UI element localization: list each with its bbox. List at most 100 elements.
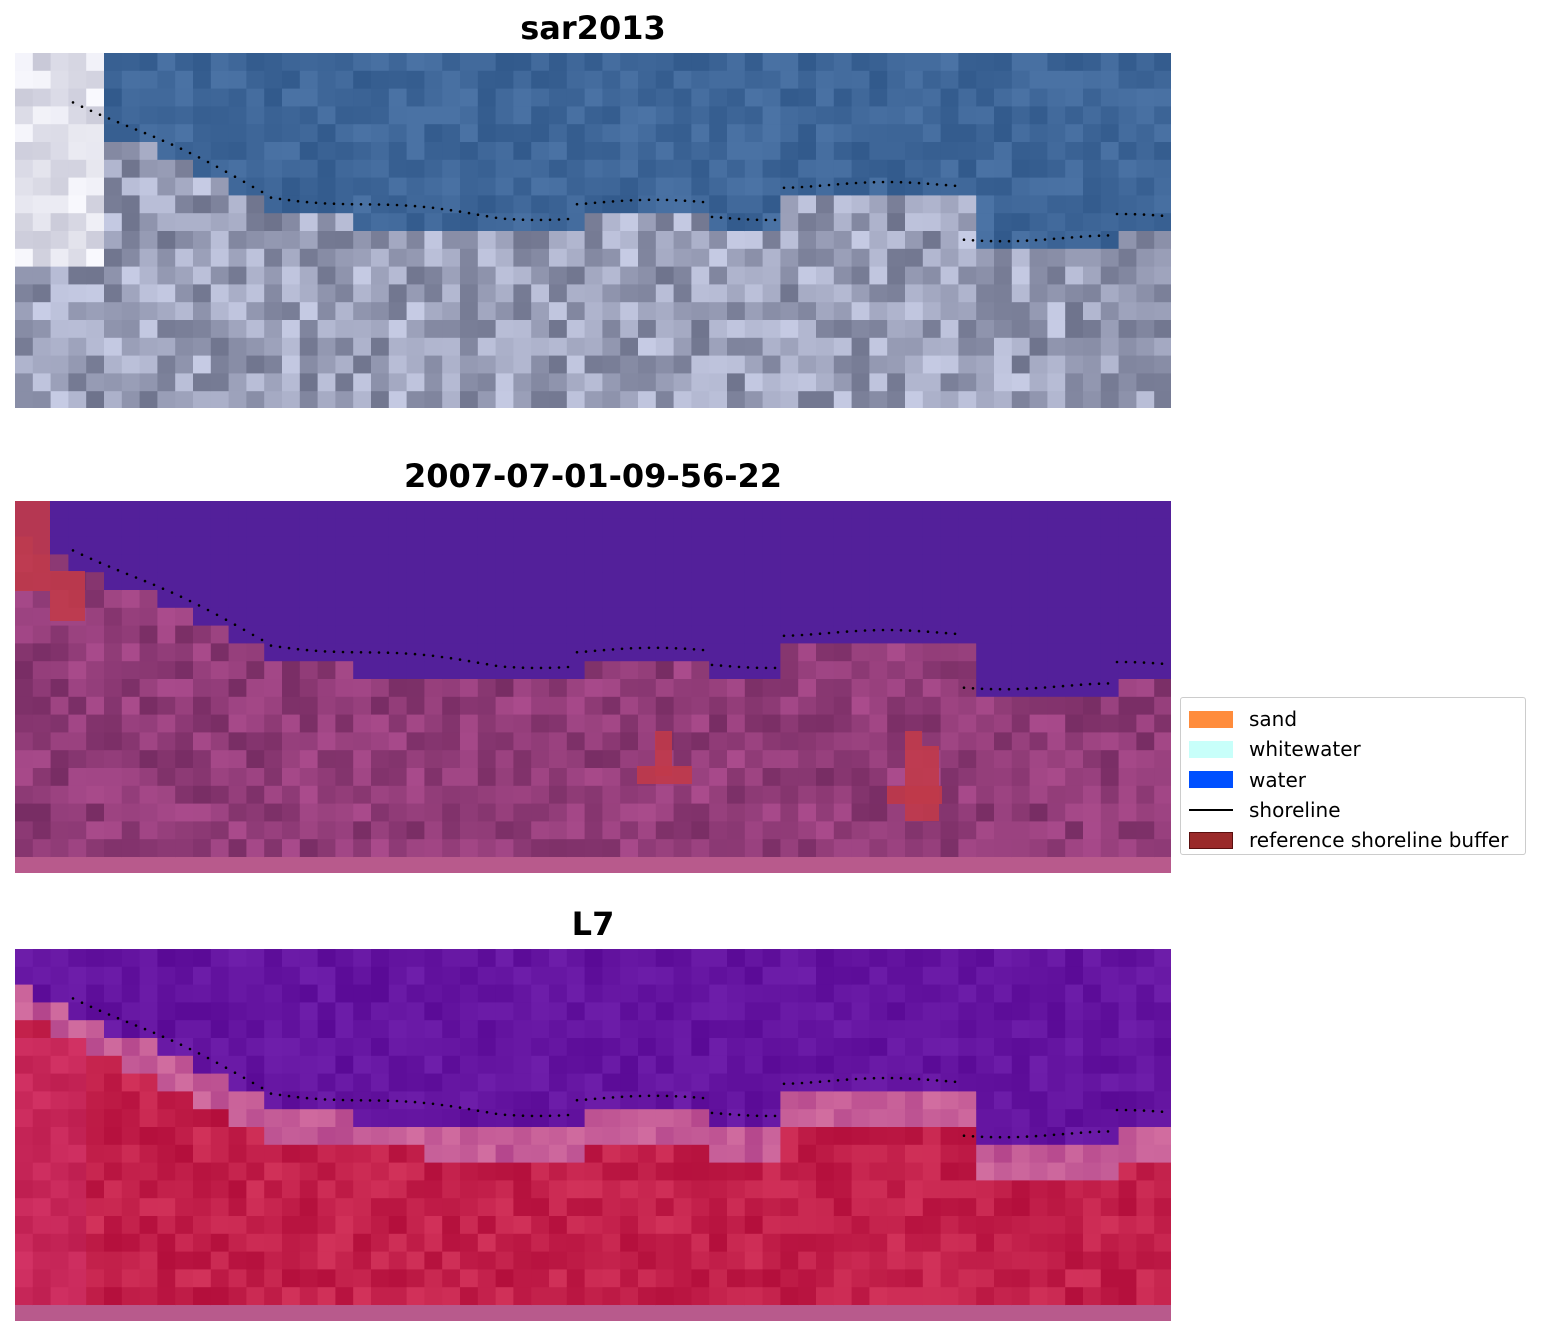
image-pixel [175, 70, 194, 90]
image-pixel [353, 70, 372, 90]
image-pixel [193, 320, 212, 339]
image-pixel [460, 1305, 479, 1321]
shoreline-point [89, 557, 93, 561]
image-pixel [1011, 803, 1031, 822]
image-pixel [798, 373, 817, 392]
image-pixel [638, 643, 657, 662]
image-pixel [15, 1251, 34, 1270]
shoreline-point [998, 1135, 1002, 1139]
image-pixel [584, 643, 603, 662]
image-pixel [513, 1162, 532, 1181]
image-pixel [780, 337, 799, 357]
image-pixel [851, 714, 870, 733]
image-pixel [1083, 302, 1102, 321]
image-pixel [477, 1287, 497, 1306]
image-pixel [1083, 106, 1102, 125]
image-pixel [673, 1198, 692, 1217]
image-pixel [922, 696, 942, 716]
image-pixel [673, 1038, 692, 1057]
image-pixel [709, 142, 728, 161]
image-pixel [264, 88, 283, 107]
image-pixel [727, 1020, 746, 1039]
image-pixel [958, 1109, 977, 1128]
image-pixel [976, 159, 995, 179]
image-pixel [1100, 501, 1120, 520]
image-pixel [1065, 231, 1084, 250]
shoreline-point [359, 203, 363, 206]
image-pixel [744, 1109, 764, 1128]
image-pixel [68, 1180, 87, 1199]
image-pixel [86, 1127, 105, 1146]
image-pixel [691, 536, 710, 555]
shoreline-point [116, 1016, 120, 1020]
image-pixel [68, 320, 87, 339]
shoreline-point [710, 1111, 714, 1115]
image-pixel [1011, 984, 1031, 1003]
image-pixel [15, 1109, 34, 1128]
image-pixel [460, 984, 479, 1003]
shoreline-point [89, 1005, 93, 1009]
image-pixel [531, 1020, 550, 1039]
image-pixel [869, 625, 888, 644]
image-pixel [477, 355, 497, 374]
image-pixel [406, 732, 425, 751]
image-pixel [1083, 231, 1102, 250]
image-pixel [121, 337, 141, 357]
image-pixel [15, 1002, 34, 1021]
image-pixel [1047, 1002, 1066, 1021]
image-pixel [762, 1109, 781, 1128]
image-pixel [424, 159, 443, 179]
shoreline-point [395, 1099, 399, 1103]
image-pixel [976, 355, 995, 374]
shoreline-point [134, 128, 138, 131]
image-pixel [762, 124, 781, 143]
image-pixel [121, 1216, 141, 1235]
shoreline-point [332, 650, 336, 653]
image-pixel [317, 590, 336, 609]
image-pixel [193, 554, 212, 573]
image-pixel [424, 1251, 443, 1270]
image-pixel [549, 696, 568, 716]
image-pixel [388, 1020, 408, 1039]
image-pixel [780, 1305, 799, 1321]
image-pixel [495, 1251, 514, 1270]
image-pixel [744, 679, 764, 698]
image-pixel [282, 949, 301, 968]
image-pixel [1100, 1305, 1120, 1321]
image-pixel [317, 984, 336, 1003]
image-pixel [68, 518, 87, 538]
image-pixel [549, 355, 568, 374]
image-pixel [282, 1180, 301, 1199]
image-pixel [210, 177, 230, 196]
image-pixel [157, 1127, 176, 1146]
image-pixel [584, 984, 603, 1003]
image-pixel [68, 231, 87, 250]
shoreline-point [152, 135, 156, 139]
image-pixel [1083, 696, 1102, 716]
image-pixel [228, 266, 247, 285]
image-pixel [1083, 1305, 1102, 1321]
image-pixel [228, 1233, 247, 1253]
shoreline-point [818, 632, 822, 635]
image-pixel [958, 1002, 977, 1021]
image-pixel [495, 248, 514, 268]
image-pixel [175, 373, 194, 392]
shoreline-point [566, 1113, 570, 1117]
image-pixel [744, 966, 764, 986]
image-pixel [139, 1055, 158, 1075]
image-pixel [744, 1055, 764, 1075]
image-pixel [655, 373, 675, 392]
image-pixel [905, 661, 924, 680]
image-pixel [869, 231, 888, 250]
image-pixel [1154, 266, 1171, 285]
image-pixel [1100, 949, 1120, 968]
image-pixel [727, 554, 746, 573]
image-pixel [175, 266, 194, 285]
shoreline-point [206, 608, 210, 612]
image-pixel [940, 714, 959, 733]
image-pixel [584, 607, 603, 627]
image-pixel [388, 70, 408, 90]
image-pixel [50, 70, 69, 90]
image-pixel [531, 696, 550, 716]
image-pixel [673, 391, 692, 408]
